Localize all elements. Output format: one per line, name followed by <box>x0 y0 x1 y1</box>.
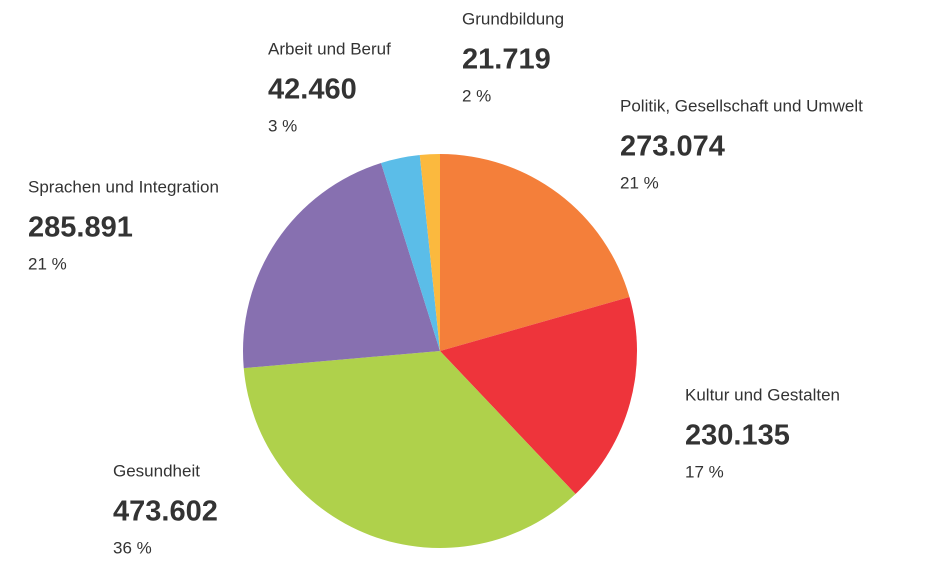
slice-percentage: 17 % <box>685 462 724 481</box>
slice-percentage: 2 % <box>462 86 491 105</box>
slice-name: Sprachen und Integration <box>28 177 219 196</box>
slice-percentage: 36 % <box>113 538 152 557</box>
slice-value: 285.891 <box>28 212 133 244</box>
pie-slice <box>243 351 576 548</box>
pie-slice <box>419 154 440 351</box>
slice-percentage: 3 % <box>268 116 297 135</box>
slice-value: 42.460 <box>268 74 357 106</box>
slice-name: Kultur und Gestalten <box>685 385 840 404</box>
slice-name: Gesundheit <box>113 461 200 480</box>
slice-name: Politik, Gesellschaft und Umwelt <box>620 96 863 115</box>
pie-slice <box>440 296 637 494</box>
pie-slice <box>440 154 630 351</box>
pie-slice <box>381 155 440 351</box>
slice-value: 230.135 <box>685 420 790 452</box>
slice-value: 21.719 <box>462 44 551 76</box>
slice-value: 473.602 <box>113 496 218 528</box>
slice-percentage: 21 % <box>620 173 659 192</box>
pie-slice <box>243 163 440 369</box>
slice-percentage: 21 % <box>28 254 67 273</box>
slice-name: Arbeit und Beruf <box>268 39 391 58</box>
slice-value: 273.074 <box>620 131 725 163</box>
slice-name: Grundbildung <box>462 9 564 28</box>
